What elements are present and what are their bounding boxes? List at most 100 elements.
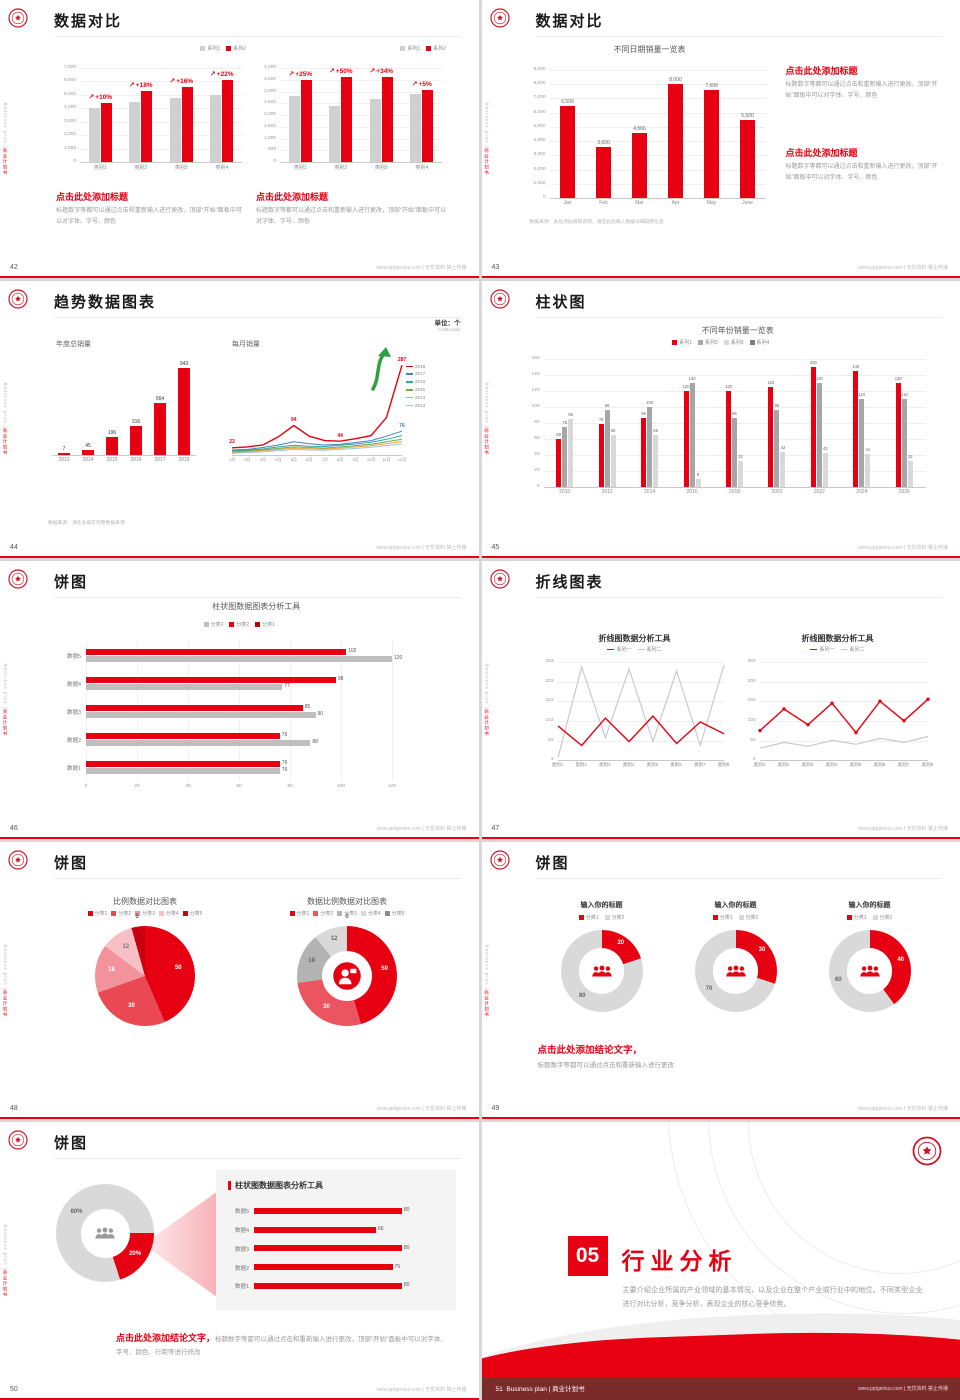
watermark-credit: www.pptgenius.com | 无忧资料 禁止传播 [858, 825, 948, 832]
chart-legend: 分类1 分类2 [674, 914, 798, 921]
slide-50-donut-and-bars[interactable]: 饼图 Business plan |商业计划书 20% 80% 柱状图数据图表分析… [0, 1122, 479, 1400]
slide-43-data-comparison[interactable]: 数据对比 Business plan |商业计划书 不同日期销量一览表 9,00… [481, 0, 960, 278]
vertical-label-cn: 商业计划书 [484, 428, 490, 456]
conclusion-body: 标题数字等都可以通过点击和重新输入进行更改 [537, 1061, 675, 1069]
watermark-credit: www.pptgenius.com | 无忧资料 禁止传播 [858, 1386, 948, 1392]
slide-51-section-divider[interactable]: 05 行业分析 主要介绍企业所属的产业领域的基本情况，以及企业在整个产业或行业中… [481, 1122, 960, 1400]
caption-block-top: 点击此处添加标题 标题数字等都可以通过点击和重新输入进行更改，顶部“开始”面板中… [786, 64, 938, 101]
panel-bar-chart: 数据5 80 数据4 66 数据3 80 数据2 75 数据1 80 [234, 1207, 410, 1291]
donut-chart-2: 30 70 [694, 929, 777, 1012]
chart-title: 柱状图数据图表分析工具 [212, 602, 301, 612]
vertical-label-cn: 商业计划书 [3, 147, 8, 176]
people-icon [859, 964, 881, 977]
caption-heading: 点击此处添加标题 [785, 66, 858, 76]
page-title: 饼图 [54, 1135, 89, 1153]
university-seal-icon [489, 289, 510, 309]
slide-49-donut-charts[interactable]: 饼图 Business plan |商业计划书 输入你的标题 分类1 分类2 20… [481, 841, 960, 1120]
caption-block-left: 点击此处添加标题 标题数字等都可以通过点击和重新输入进行更改，顶部“开始”面板中… [56, 190, 242, 227]
university-seal-icon [8, 569, 28, 589]
accent-bar [228, 1181, 231, 1191]
vertical-label-en: Business plan | [3, 1224, 8, 1271]
unit-label: 单位：个 [434, 319, 461, 327]
people-icon [94, 1227, 116, 1240]
university-seal-icon [8, 850, 28, 870]
vertical-side-label: Business plan |商业计划书 [484, 102, 490, 175]
growth-arrow-icon [368, 345, 394, 391]
title-divider [535, 316, 942, 318]
chart-title: 不同日期销量一览表 [613, 45, 686, 54]
vertical-label-en: Business plan | [484, 944, 490, 990]
page-title: 饼图 [535, 854, 570, 872]
university-seal-icon [8, 8, 28, 28]
vertical-label-cn: 商业计划书 [3, 428, 8, 456]
vertical-label-en: Business plan | [484, 102, 490, 148]
watermark-credit: www.pptgenius.com | 无忧资料 禁止传播 [376, 1106, 467, 1113]
grouped-bar-chart-left: 7,000 6,000 5,000 4,000 3,000 2,000 1,000 0 类别1 ↗… [56, 56, 246, 172]
bottom-accent-line [481, 1117, 960, 1120]
title-divider [535, 597, 942, 599]
chart-title-right: 数据比例数据对比图表 [307, 896, 387, 906]
slide-46-bar-analysis[interactable]: 饼图 Business plan |商业计划书 柱状图数据图表分析工具 分类3 分… [0, 561, 479, 839]
page-title: 饼图 [54, 574, 89, 592]
smooth-line-chart: 253 203 153 103 53 3 类别1 类别2 类别3 类别4 类别5 类别6 类别7 类别8 [545, 659, 730, 768]
grouped-bar-chart-right: 4,000 3,500 3,000 2,500 2,000 1,500 1,000 500 0 类… [256, 56, 446, 172]
caption-heading: 点击此处添加标题 [56, 192, 129, 202]
footer-left: 51 Business plan | 商业计划书 [496, 1383, 585, 1393]
marker-line-chart: 250 200 150 100 50 0 类别1 类别2 类别3 类别4 类别5 类别6 类别7 类别8 [747, 659, 934, 768]
title-divider [54, 36, 461, 37]
vertical-label-en: Business plan | [3, 102, 8, 148]
slide-44-trend-charts[interactable]: 趋势数据图表 Business plan |商业计划书 单位：个 in 900 … [0, 280, 479, 559]
slide-48-pie-charts[interactable]: 饼图 Business plan |商业计划书 比例数据对比图表 分类1 分类2 分… [0, 841, 479, 1120]
watermark-credit: www.pptgenius.com | 无忧资料 禁止传播 [376, 545, 467, 552]
bottom-accent-line [0, 1117, 479, 1120]
grouped-column-chart: 160 140 120 100 80 60 40 20 0 60 75 85 2010 78 96 65 201… [520, 349, 930, 497]
slide-45-column-chart[interactable]: 柱状图 Business plan |商业计划书 不同年份销量一览表 系列1 系列… [481, 280, 960, 559]
funnel-connector [152, 1192, 216, 1297]
conclusion-paragraph: 点击此处添加结论文字，标题数字等都可以通过点击和重新输入进行更改，顶部“开始”面… [116, 1330, 452, 1358]
chart-legend: 系列一 系列二 [540, 646, 730, 653]
caption-block-bottom: 点击此处添加标题 标题数字等都可以通过点击和重新输入进行更改，顶部“开始”面板中… [786, 146, 938, 183]
vertical-side-label: Business plan |商业计划书 [2, 383, 8, 456]
university-seal-icon [8, 1130, 28, 1150]
donut-chart: 50 30 18 12 0 [297, 914, 397, 1026]
page-title: 折线图表 [535, 574, 604, 592]
page-title: 柱状图 [535, 293, 587, 311]
footer-label: Business plan | 商业计划书 [506, 1386, 585, 1393]
chart-legend: 系列1 系列2 系列3 系列4 [482, 339, 960, 346]
watermark-credit: www.pptgenius.com | 无忧资料 禁止传播 [858, 545, 948, 552]
slide-42-data-comparison[interactable]: 数据对比 Business plan |商业计划书 系列1 系列2 7,000 6,… [0, 0, 479, 278]
page-number: 46 [10, 824, 18, 832]
donut-title-1: 输入你的标题 [580, 901, 623, 909]
university-seal-icon [489, 850, 510, 870]
vertical-label-cn: 商业计划书 [484, 147, 490, 176]
watermark-credit: www.pptgenius.com | 无忧资料 禁止传播 [376, 264, 467, 271]
caption-body: 标题数字等都可以通过点击和重新输入进行更改，顶部“开始”面板中可以对字体、字号、… [785, 164, 938, 181]
bottom-accent-line [0, 1398, 479, 1400]
chart-title-left: 折线图数据分析工具 [598, 634, 671, 644]
footer-band [481, 1378, 960, 1400]
vertical-side-label: Business plan |商业计划书 [484, 383, 490, 456]
vertical-label-cn: 商业计划书 [484, 989, 490, 1018]
title-divider [535, 877, 942, 879]
panel-header: 柱状图数据图表分析工具 [228, 1180, 444, 1191]
conclusion-heading: 点击此处添加结论文字， [537, 1044, 643, 1056]
chart-title: 不同年份销量一览表 [701, 325, 774, 335]
chart-legend: 系列1 系列2 [56, 45, 246, 52]
page-number: 50 [10, 1386, 18, 1393]
title-divider [54, 316, 461, 318]
monthly-sales-line-chart: 1月 2月 3月 4月 5月 6月 7月 8月 9月 10月 11月 12月 23 94 44 287 76 20… [228, 356, 426, 462]
chart-legend: 分类1 分类2 [808, 914, 932, 921]
caption-body: 标题数字等都可以通过点击和重新输入进行更改，顶部“开始”面板中可以对字体、字号、… [256, 208, 446, 225]
donut-title-3: 输入你的标题 [848, 901, 891, 909]
section-number: 05 [567, 1236, 608, 1277]
bottom-accent-line [0, 275, 479, 278]
person-message-icon [332, 961, 362, 991]
university-seal-icon [8, 289, 28, 309]
caption-block-right: 点击此处添加标题 标题数字等都可以通过点击和重新输入进行更改，顶部“开始”面板中… [256, 190, 446, 227]
caption-heading: 点击此处添加标题 [785, 148, 858, 158]
chart-title-right: 折线图数据分析工具 [801, 634, 874, 644]
watermark-credit: www.pptgenius.com | 无忧资料 禁止传播 [376, 825, 467, 832]
bottom-accent-line [0, 836, 479, 839]
slide-47-line-charts[interactable]: 折线图表 Business plan |商业计划书 折线图数据分析工具 系列一系… [481, 561, 960, 839]
page-number: 42 [10, 263, 18, 271]
